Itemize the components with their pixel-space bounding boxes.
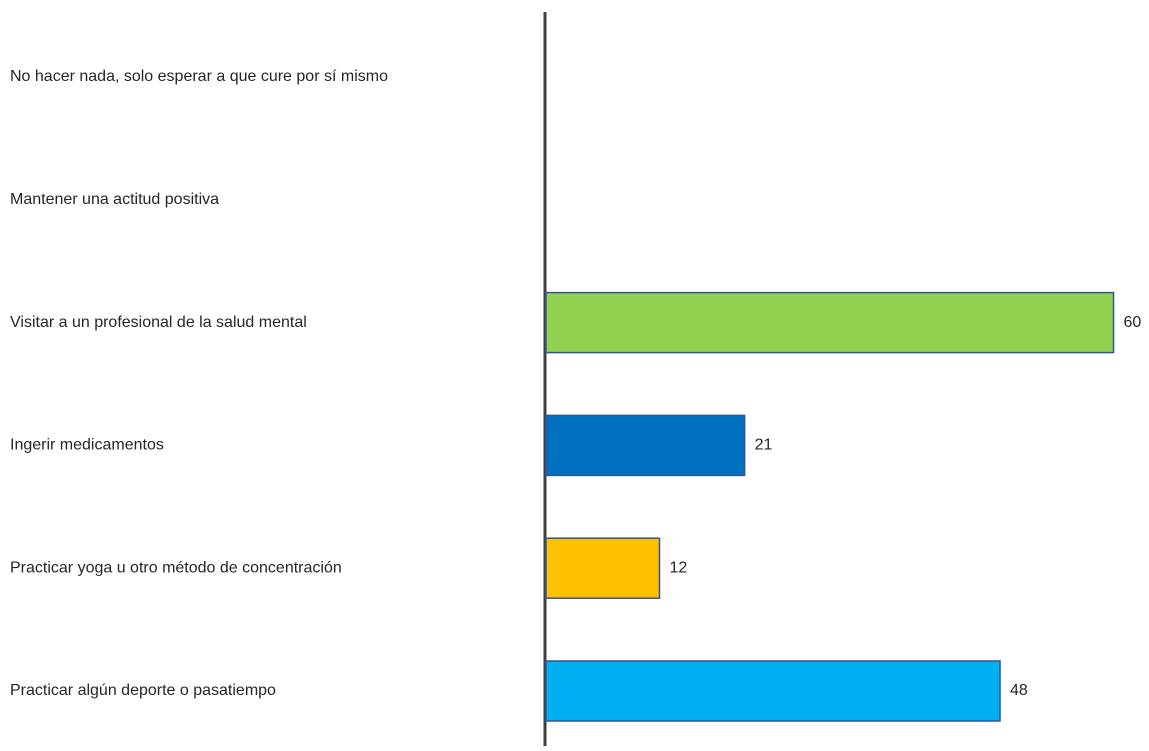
category-label: Practicar algún deporte o pasatiempo (10, 682, 276, 699)
value-label: 60 (1124, 314, 1142, 331)
category-label: Practicar yoga u otro método de concentr… (10, 559, 342, 576)
value-label: 21 (755, 437, 773, 454)
value-label: 48 (1010, 682, 1028, 699)
category-label: Mantener una actitud positiva (10, 191, 219, 208)
bar (545, 660, 1001, 722)
value-label: 12 (670, 559, 688, 576)
category-label: No hacer nada, solo esperar a que cure p… (10, 68, 388, 85)
bar (545, 414, 746, 477)
category-label: Visitar a un profesional de la salud men… (10, 314, 307, 331)
bar (545, 537, 661, 599)
category-label: Ingerir medicamentos (10, 437, 164, 454)
bar (545, 291, 1115, 354)
